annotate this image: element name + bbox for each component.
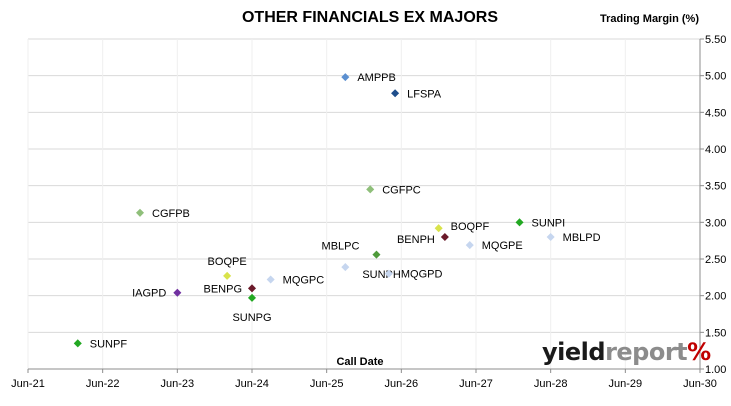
point-label-lfspa: LFSPA <box>407 88 442 100</box>
x-tick-label-4: Jun-25 <box>310 378 344 390</box>
point-label-benpg: BENPG <box>203 283 242 295</box>
y-tick-label-1: 1.50 <box>705 327 726 339</box>
point-sunph <box>341 263 350 272</box>
point-label-mqgpc: MQGPC <box>283 275 325 287</box>
point-cgfpb <box>135 208 145 217</box>
point-sunpf <box>73 339 82 348</box>
point-label-mblpc: MBLPC <box>322 241 360 253</box>
x-tick-label-1: Jun-22 <box>86 378 120 390</box>
point-label-sunph: SUNPH <box>362 269 401 281</box>
y-tick-label-3: 2.50 <box>705 254 726 266</box>
y-tick-label-0: 1.00 <box>705 364 726 376</box>
y-axis-label: Trading Margin (%) <box>600 13 699 25</box>
point-cgfpc <box>366 185 375 194</box>
y-tick-label-6: 4.00 <box>705 144 726 156</box>
x-tick-label-0: Jun-21 <box>11 378 45 390</box>
point-lfspa <box>391 89 400 98</box>
y-tick-label-8: 5.00 <box>705 71 726 83</box>
point-boqpf <box>434 224 443 233</box>
x-tick-label-6: Jun-27 <box>459 378 493 390</box>
x-tick-label-5: Jun-26 <box>385 378 419 390</box>
point-label-mqgpd: MQGPD <box>401 269 443 281</box>
logo-word-report: report <box>605 338 688 366</box>
point-label-iagpd: IAGPD <box>132 288 166 300</box>
point-label-mblpd: MBLPD <box>563 232 601 244</box>
x-tick-label-9: Jun-30 <box>683 378 717 390</box>
point-iagpd <box>173 288 182 297</box>
point-label-benph: BENPH <box>397 234 435 246</box>
logo-percent-symbol: % <box>687 338 711 366</box>
point-mblpc <box>372 250 381 259</box>
point-amppb <box>341 73 350 82</box>
point-label-sunpg: SUNPG <box>232 312 271 324</box>
point-benph <box>440 232 449 242</box>
point-mqgpc <box>266 275 275 284</box>
point-label-boqpe: BOQPE <box>208 256 247 268</box>
point-label-mqgpe: MQGPE <box>482 240 523 252</box>
point-label-cgfpb: CGFPB <box>152 208 190 220</box>
point-sunpg <box>247 293 257 302</box>
point-label-sunpf: SUNPF <box>90 338 128 350</box>
point-mqgpe <box>465 241 474 250</box>
logo-word-yield: yield <box>542 338 606 366</box>
x-tick-label-8: Jun-29 <box>609 378 643 390</box>
y-tick-label-7: 4.50 <box>705 107 726 119</box>
point-label-sunpi: SUNPI <box>532 217 566 229</box>
point-mblpd <box>546 232 555 242</box>
point-label-amppb: AMPPB <box>357 72 396 84</box>
chart-title: OTHER FINANCIALS EX MAJORS <box>241 9 498 26</box>
x-axis-label: Call Date <box>336 356 384 368</box>
x-tick-label-7: Jun-28 <box>534 378 568 390</box>
x-tick-label-2: Jun-23 <box>161 378 195 390</box>
y-tick-label-4: 3.00 <box>705 217 726 229</box>
y-tick-label-2: 2.00 <box>705 291 726 303</box>
point-benpg <box>247 284 257 293</box>
x-tick-label-3: Jun-24 <box>235 378 269 390</box>
point-label-cgfpc: CGFPC <box>382 184 421 196</box>
point-label-boqpf: BOQPF <box>451 221 490 233</box>
point-sunpi <box>515 218 524 227</box>
y-tick-label-5: 3.50 <box>705 181 726 193</box>
yieldreport-logo: yieldreport% <box>542 338 711 366</box>
y-tick-label-9: 5.50 <box>705 34 726 46</box>
point-mqgpd <box>384 269 393 278</box>
point-boqpe <box>223 271 232 280</box>
